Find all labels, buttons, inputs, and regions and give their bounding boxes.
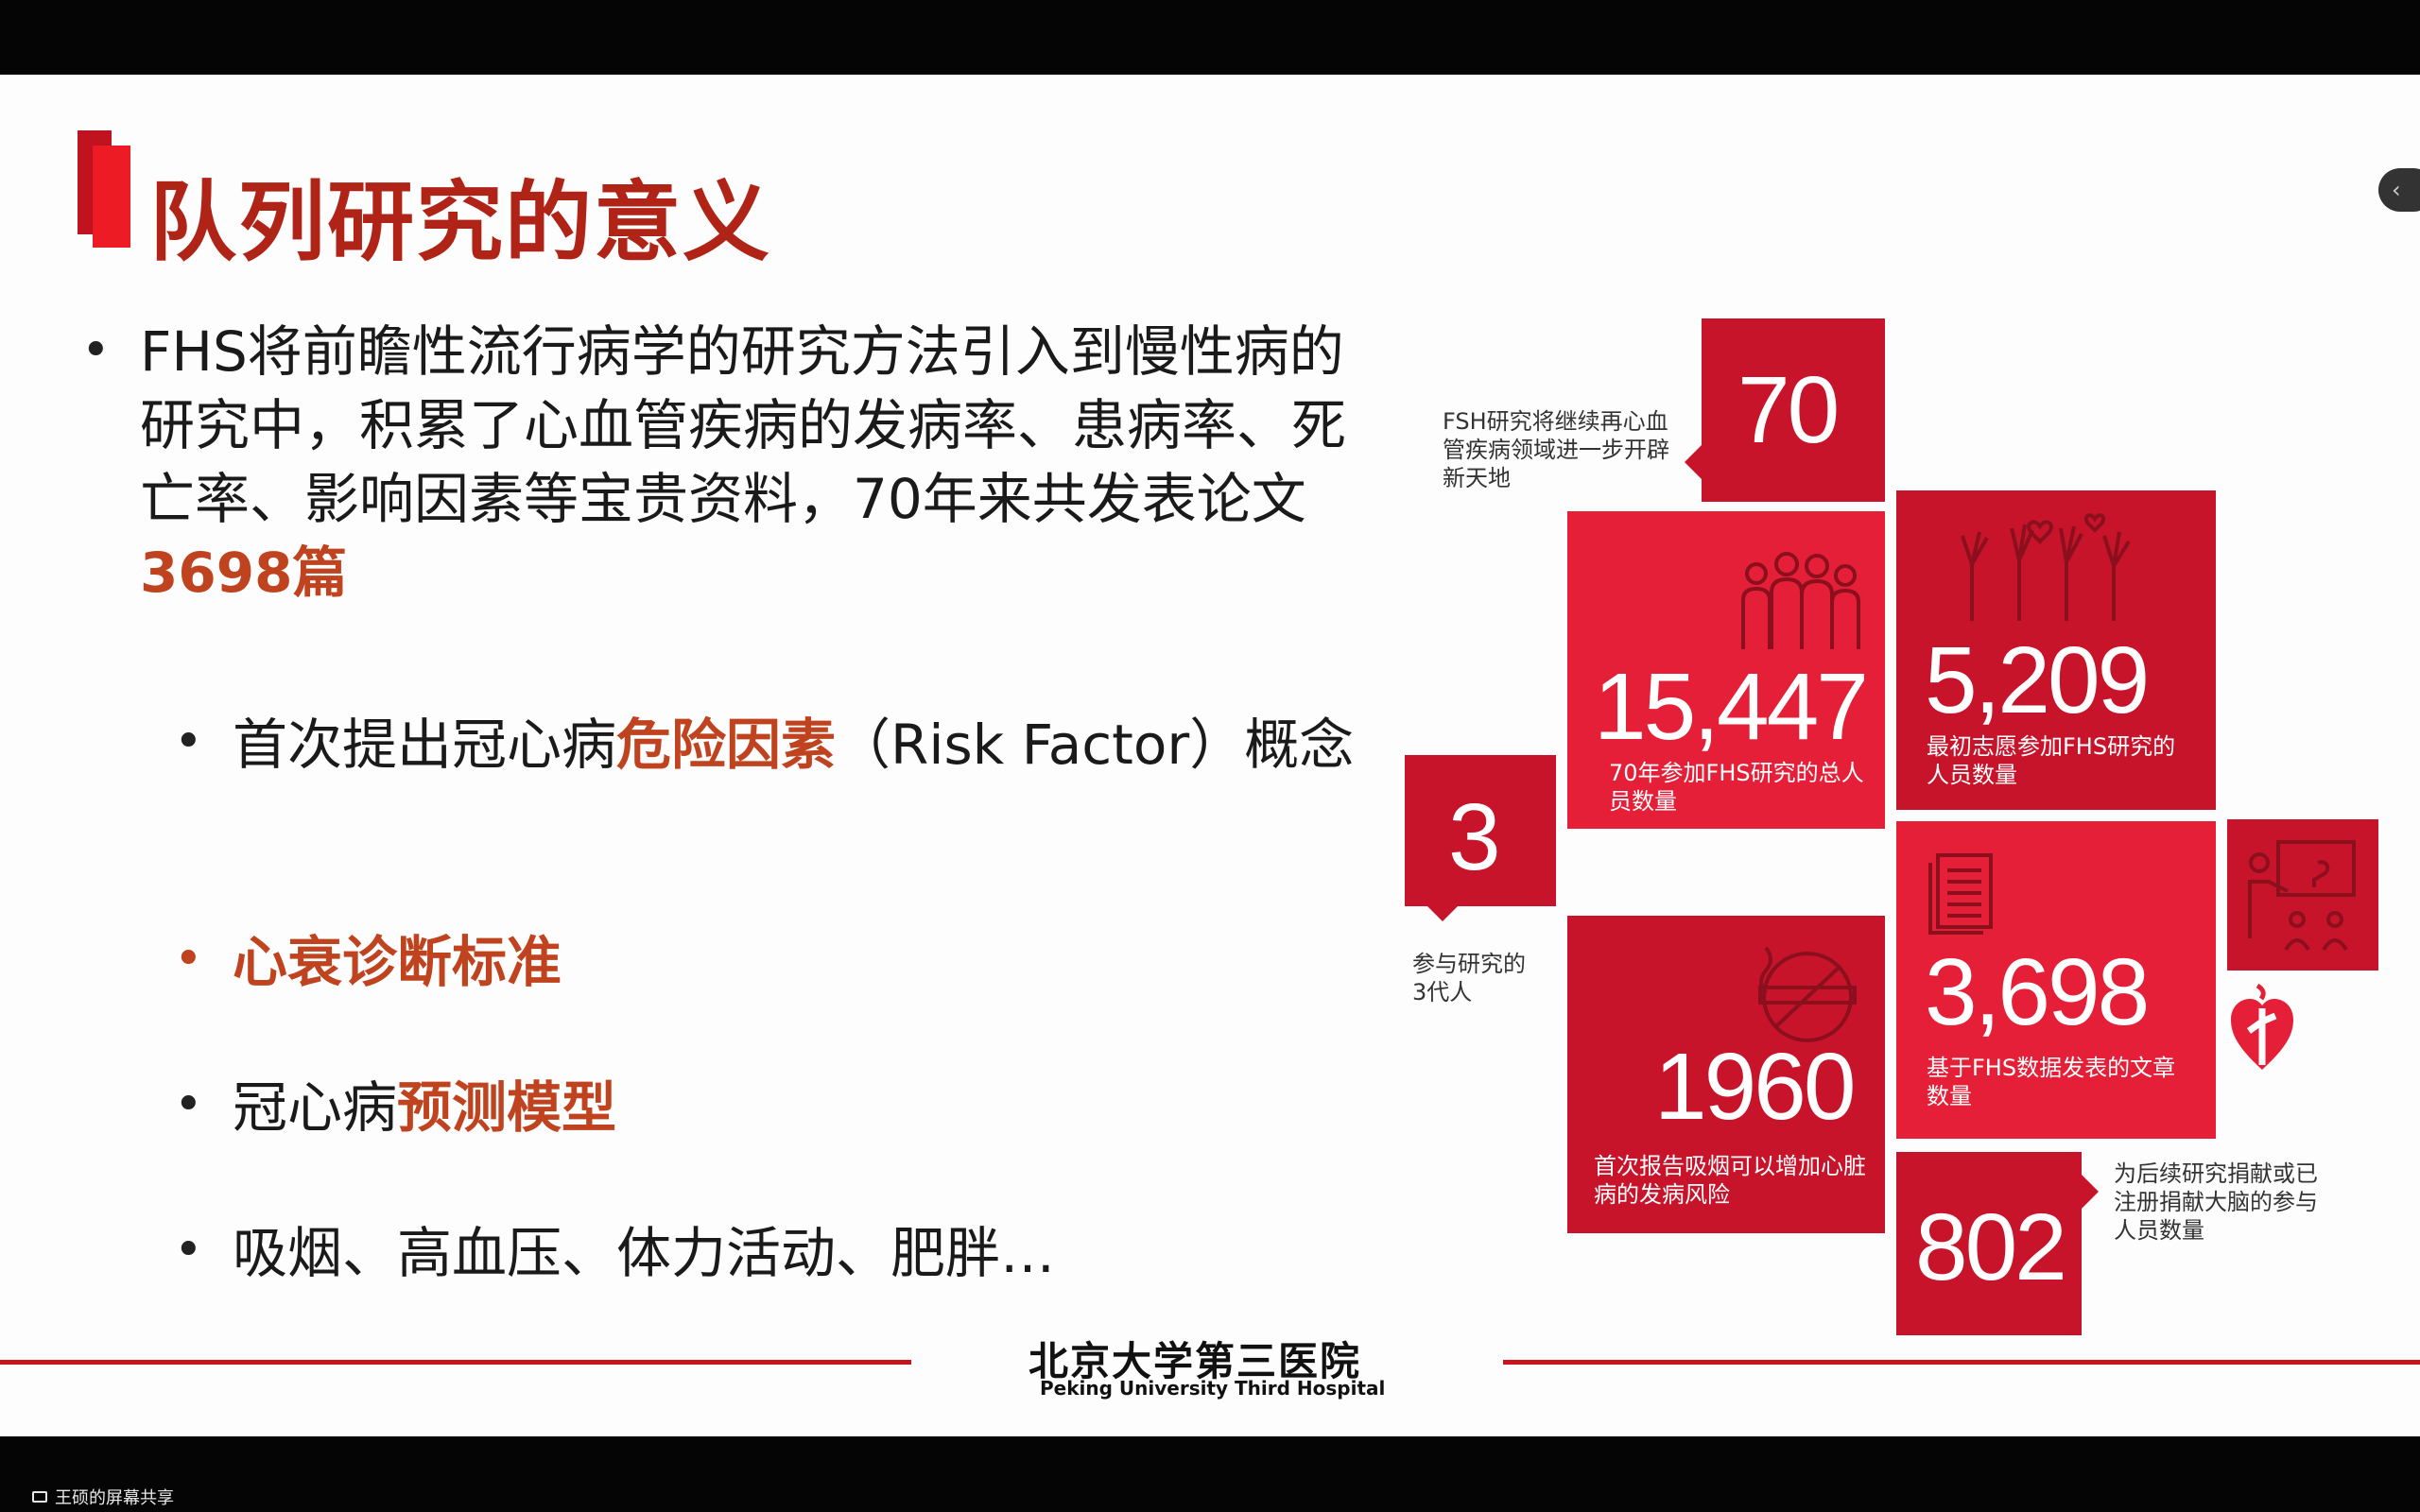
bullet-dot: • xyxy=(174,1076,203,1133)
sub-bullet-prefix: 首次提出冠心病 xyxy=(233,713,617,777)
sub-bullet-prefix: 吸烟、高血压、体力活动、肥胖… xyxy=(233,1221,1056,1285)
screen-share-bar xyxy=(0,1436,2420,1512)
tile-presentation xyxy=(2227,819,2378,971)
tile-5209: 5,209 最初志愿参加FHS研究的人员数量 xyxy=(1896,490,2216,810)
screen-share-label: 王硕的屏幕共享 xyxy=(55,1488,174,1508)
screen-share-icon xyxy=(32,1491,47,1503)
callout-pointer xyxy=(1685,445,1702,479)
sub-bullet-highlight: 预测模型 xyxy=(397,1075,617,1140)
sub-bullet-risk-list: 吸烟、高血压、体力活动、肥胖… xyxy=(233,1216,1055,1290)
sub-bullet-risk-factor: 首次提出冠心病危险因素（Risk Factor）概念 xyxy=(233,708,1367,782)
tile-number: 802 xyxy=(1915,1194,2067,1300)
presentation-icon xyxy=(2248,840,2356,952)
bullet-dot: • xyxy=(174,931,203,988)
sub-bullet-highlight: 危险因素 xyxy=(616,713,837,777)
tile-15447: 15,447 70年参加FHS研究的总人员数量 xyxy=(1567,511,1885,829)
top-bar xyxy=(0,0,2420,75)
tile-number: 15,447 xyxy=(1594,654,1869,760)
tile-number: 1960 xyxy=(1654,1034,1856,1140)
tile-caption: 70年参加FHS研究的总人员数量 xyxy=(1609,760,1864,815)
chevron-left-icon: ‹ xyxy=(2392,177,2401,203)
tile-802: 802 xyxy=(1896,1152,2082,1335)
bullet-dot: • xyxy=(81,322,111,379)
collapse-panel-tab[interactable]: ‹ xyxy=(2378,168,2420,212)
tile-number: 70 xyxy=(1737,357,1840,463)
people-group-icon xyxy=(1741,552,1860,649)
bullet-dot: • xyxy=(174,1222,203,1279)
footer-divider-right xyxy=(1503,1360,2420,1365)
no-smoking-icon xyxy=(1758,946,1857,1042)
raised-hands-icon xyxy=(1961,513,2131,621)
tile-number: 5,209 xyxy=(1925,627,2150,733)
tile-3: 3 xyxy=(1405,755,1556,906)
tile-caption: 首次报告吸烟可以增加心脏病的发病风险 xyxy=(1594,1153,1866,1208)
hospital-name-cn: 北京大学第三医院 xyxy=(1028,1338,1362,1384)
sub-bullet-prefix: 冠心病 xyxy=(233,1075,398,1140)
bullet-dot: • xyxy=(174,713,203,770)
tile-3-caption: 参与研究的3代人 xyxy=(1412,951,1526,1005)
document-icon xyxy=(1928,853,1993,935)
tile-number: 3 xyxy=(1448,784,1501,890)
title-accent-bar-front xyxy=(93,146,130,248)
callout-pointer xyxy=(1427,906,1458,921)
tile-802-caption: 为后续研究捐献或已注册捐献大脑的参与人员数量 xyxy=(2114,1160,2318,1244)
tile-number: 3,698 xyxy=(1925,939,2150,1045)
sub-bullet-heart-failure: 心衰诊断标准 xyxy=(233,925,562,999)
tile-caption: 最初志愿参加FHS研究的人员数量 xyxy=(1927,733,2176,788)
tile-1960: 1960 首次报告吸烟可以增加心脏病的发病风险 xyxy=(1567,916,1885,1233)
slide-title: 队列研究的意义 xyxy=(149,172,772,273)
main-bullet-text: FHS将前瞻性流行病学的研究方法引入到慢性病的研究中，积累了心血管疾病的发病率、… xyxy=(140,319,1347,531)
hospital-name-en: Peking University Third Hospital xyxy=(1040,1377,1386,1400)
tile-70-caption: FSH研究将继续再心血管疾病领域进一步开辟新天地 xyxy=(1443,408,1669,491)
sub-bullet-highlight: 心衰诊断标准 xyxy=(233,930,562,994)
tile-caption: 基于FHS数据发表的文章数量 xyxy=(1927,1055,2176,1109)
presentation-slide: 队列研究的意义 • FHS将前瞻性流行病学的研究方法引入到慢性病的研究中，积累了… xyxy=(0,75,2420,1436)
heart-logo-icon xyxy=(2231,983,2293,1070)
footer-divider-left xyxy=(0,1360,911,1365)
main-bullet-highlight: 3698篇 xyxy=(140,541,348,605)
main-bullet: FHS将前瞻性流行病学的研究方法引入到慢性病的研究中，积累了心血管疾病的发病率、… xyxy=(140,315,1369,610)
screen-share-indicator[interactable]: 王硕的屏幕共享 xyxy=(32,1485,174,1509)
callout-pointer xyxy=(2082,1175,2099,1209)
sub-bullet-suffix: （Risk Factor）概念 xyxy=(836,713,1355,777)
sub-bullet-prediction-model: 冠心病预测模型 xyxy=(233,1071,616,1144)
tile-70: 70 xyxy=(1702,318,1885,502)
tile-3698: 3,698 基于FHS数据发表的文章数量 xyxy=(1896,821,2216,1139)
